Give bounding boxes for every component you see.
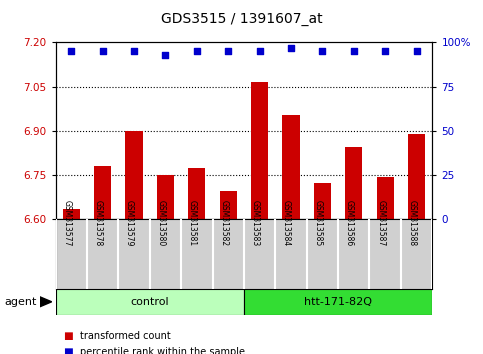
Text: GSM313580: GSM313580 bbox=[156, 200, 165, 246]
Point bbox=[350, 48, 357, 54]
Text: percentile rank within the sample: percentile rank within the sample bbox=[80, 347, 245, 354]
Point bbox=[68, 48, 75, 54]
Bar bbox=[94, 166, 111, 219]
Bar bbox=[251, 82, 268, 219]
Text: ■: ■ bbox=[63, 331, 72, 341]
Point bbox=[193, 48, 201, 54]
Polygon shape bbox=[40, 297, 52, 307]
Text: transformed count: transformed count bbox=[80, 331, 170, 341]
Point bbox=[287, 45, 295, 51]
Text: GSM313583: GSM313583 bbox=[251, 200, 260, 246]
Bar bbox=[126, 131, 142, 219]
Point bbox=[412, 48, 420, 54]
Point bbox=[130, 48, 138, 54]
Text: control: control bbox=[130, 297, 169, 307]
Bar bbox=[377, 177, 394, 219]
Text: GDS3515 / 1391607_at: GDS3515 / 1391607_at bbox=[161, 12, 322, 27]
Text: GSM313579: GSM313579 bbox=[125, 200, 134, 246]
Text: ■: ■ bbox=[63, 347, 72, 354]
Text: GSM313584: GSM313584 bbox=[282, 200, 291, 246]
Bar bbox=[188, 168, 205, 219]
Text: GSM313581: GSM313581 bbox=[188, 200, 197, 246]
Text: GSM313588: GSM313588 bbox=[408, 200, 416, 246]
Bar bbox=[283, 115, 299, 219]
Text: GSM313578: GSM313578 bbox=[94, 200, 103, 246]
Bar bbox=[345, 147, 362, 219]
Point bbox=[256, 48, 264, 54]
Bar bbox=[157, 175, 174, 219]
Bar bbox=[408, 134, 425, 219]
Bar bbox=[220, 192, 237, 219]
Text: GSM313585: GSM313585 bbox=[313, 200, 323, 246]
FancyBboxPatch shape bbox=[56, 289, 244, 315]
FancyBboxPatch shape bbox=[244, 289, 432, 315]
Point bbox=[99, 48, 107, 54]
Bar bbox=[314, 183, 331, 219]
Point bbox=[319, 48, 327, 54]
Text: htt-171-82Q: htt-171-82Q bbox=[304, 297, 372, 307]
Text: GSM313577: GSM313577 bbox=[62, 200, 71, 246]
Point bbox=[382, 48, 389, 54]
Text: GSM313586: GSM313586 bbox=[345, 200, 354, 246]
Text: agent: agent bbox=[5, 297, 37, 307]
Point bbox=[161, 52, 170, 58]
Text: GSM313582: GSM313582 bbox=[219, 200, 228, 246]
Point bbox=[224, 48, 232, 54]
Bar bbox=[63, 209, 80, 219]
Text: GSM313587: GSM313587 bbox=[376, 200, 385, 246]
